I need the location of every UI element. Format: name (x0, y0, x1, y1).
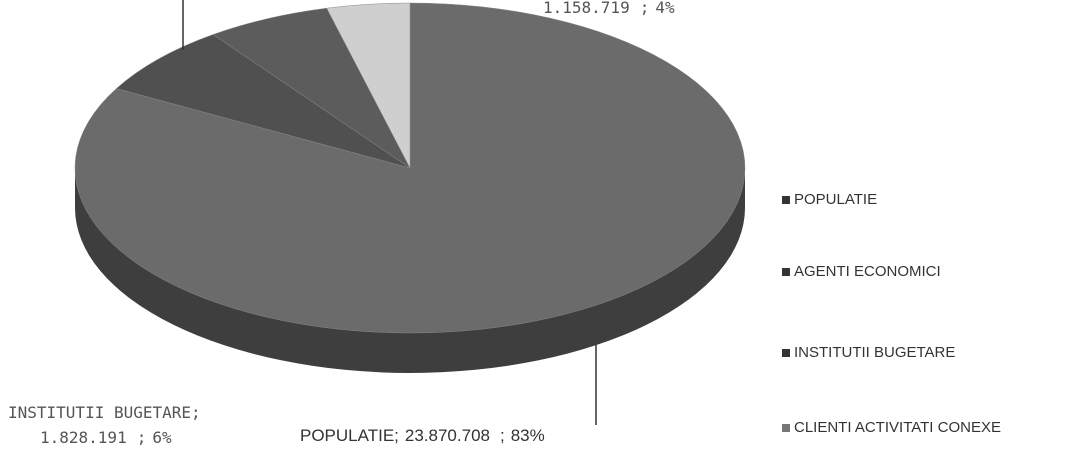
legend-label: CLIENTI ACTIVITATI CONEXE (794, 419, 1001, 436)
legend-marker (782, 268, 790, 276)
separator: ; (500, 426, 505, 445)
legend-label: POPULATIE (794, 191, 877, 208)
data-label: POPULATIE; 23.870.708; 83% (300, 426, 545, 445)
label-name: POPULATIE; (300, 426, 399, 445)
label-name: INSTITUTII BUGETARE; (8, 403, 201, 422)
legend-marker (782, 196, 790, 204)
legend-marker (782, 349, 790, 357)
data-label: INSTITUTII BUGETARE; 1.828.191; 6% (8, 403, 201, 447)
value-label: 4% (655, 0, 675, 17)
amount-label: 1.828.191 (40, 428, 127, 447)
pie-slice (212, 7, 411, 169)
legend-label: AGENTI ECONOMICI (794, 263, 941, 280)
separator: ; (137, 428, 147, 447)
value-label: 83% (511, 426, 545, 445)
legend-marker (782, 424, 790, 432)
pie-slice (74, 2, 746, 334)
data-label: 1.158.719; 4% (543, 0, 675, 17)
amount-label: 23.870.708 (405, 426, 490, 445)
value-label: 6% (152, 428, 172, 447)
separator: ; (640, 0, 650, 17)
pie-slice (326, 2, 411, 169)
amount-label: 1.158.719 (543, 0, 630, 17)
legend-label: INSTITUTII BUGETARE (794, 344, 955, 361)
pie-slice (115, 34, 411, 169)
